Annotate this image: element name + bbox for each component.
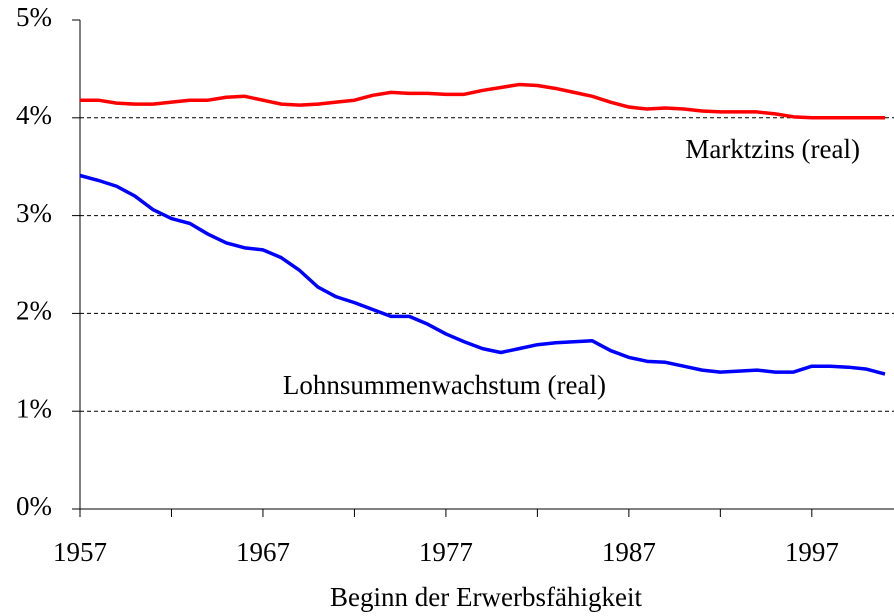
x-tick-label: 1997 (785, 537, 839, 567)
x-tick-label: 1987 (602, 537, 656, 567)
x-tick-label: 1957 (53, 537, 107, 567)
y-tick-label: 2% (16, 296, 52, 326)
series-label: Lohnsummenwachstum (real) (283, 370, 606, 400)
y-tick-label: 3% (16, 198, 52, 228)
series-line (80, 82, 885, 120)
series-label: Marktzins (real) (685, 134, 860, 164)
x-tick-label: 1977 (419, 537, 473, 567)
y-tick-label: 4% (16, 100, 52, 130)
y-tick-label: 1% (16, 393, 52, 423)
series-line (79, 173, 886, 376)
x-tick-label: 1967 (236, 537, 290, 567)
y-tick-label: 5% (16, 2, 52, 32)
y-tick-label: 0% (16, 491, 52, 521)
x-axis-label: Beginn der Erwerbsfähigkeit (330, 582, 642, 612)
